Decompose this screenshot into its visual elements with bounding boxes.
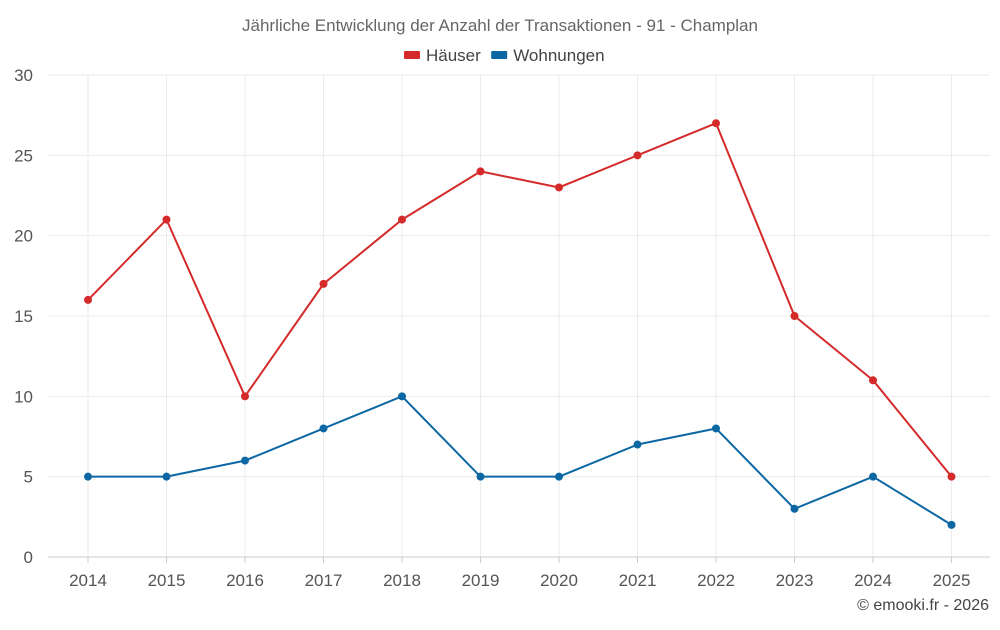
data-point bbox=[398, 392, 406, 401]
data-point bbox=[398, 215, 406, 224]
legend-swatch bbox=[491, 51, 508, 59]
data-point bbox=[162, 472, 171, 481]
data-point bbox=[947, 472, 956, 481]
y-tick-label: 20 bbox=[14, 227, 33, 246]
grid bbox=[48, 74, 990, 557]
legend-swatch bbox=[404, 51, 420, 59]
y-tick-label: 5 bbox=[24, 468, 33, 487]
x-tick-label: 2019 bbox=[462, 571, 500, 590]
chart-title: Jährliche Entwicklung der Anzahl der Tra… bbox=[242, 16, 758, 35]
data-point bbox=[712, 119, 720, 128]
series-line bbox=[87, 122, 953, 478]
credit-text: © emooki.fr - 2026 bbox=[857, 597, 989, 614]
x-tick-label: 2015 bbox=[148, 571, 186, 590]
legend-item-2: Wohnungen bbox=[491, 46, 605, 65]
legend: Häuser Wohnungen bbox=[404, 46, 605, 65]
x-tick-label: 2018 bbox=[383, 571, 421, 590]
data-point bbox=[476, 472, 485, 481]
data-point bbox=[241, 456, 249, 465]
data-point bbox=[84, 472, 92, 481]
x-tick-label: 2024 bbox=[854, 571, 892, 590]
data-point bbox=[476, 167, 485, 176]
x-tick-label: 2017 bbox=[305, 571, 343, 590]
data-point bbox=[84, 295, 92, 304]
data-point bbox=[790, 312, 799, 320]
data-point bbox=[241, 392, 249, 401]
data-point bbox=[869, 472, 877, 481]
data-point bbox=[633, 151, 642, 160]
x-tick-label: 2022 bbox=[697, 571, 735, 590]
data-point bbox=[790, 504, 799, 513]
data-point bbox=[319, 279, 328, 288]
data-point bbox=[555, 472, 563, 481]
x-tick-label: 2020 bbox=[540, 571, 578, 590]
x-tick-label: 2021 bbox=[619, 571, 657, 590]
series-group bbox=[84, 119, 956, 529]
data-point bbox=[633, 440, 642, 449]
y-tick-label: 15 bbox=[14, 307, 33, 326]
legend-label: Wohnungen bbox=[513, 46, 604, 65]
y-tick-label: 10 bbox=[14, 387, 33, 406]
x-tick-label: 2014 bbox=[69, 571, 107, 590]
y-tick-label: 25 bbox=[14, 146, 33, 165]
legend-label: Häuser bbox=[426, 46, 481, 65]
y-tick-label: 0 bbox=[24, 548, 33, 567]
series-1 bbox=[84, 119, 956, 481]
data-point bbox=[947, 520, 956, 529]
x-tick-label: 2016 bbox=[226, 571, 264, 590]
x-axis: 2014 2015 2016 2017 2018 2019 2020 2021 2022 2023… bbox=[48, 556, 990, 590]
data-point bbox=[162, 215, 171, 224]
x-tick-label: 2023 bbox=[776, 571, 814, 590]
series-2 bbox=[84, 392, 956, 529]
x-tick-label: 2025 bbox=[933, 571, 971, 590]
y-axis: 0 5 10 15 20 25 30 bbox=[14, 66, 33, 567]
data-point bbox=[712, 424, 720, 433]
legend-item-1: Häuser bbox=[404, 46, 481, 65]
data-point bbox=[319, 424, 328, 433]
series-line bbox=[88, 395, 953, 526]
data-point bbox=[555, 183, 563, 192]
y-tick-label: 30 bbox=[14, 66, 33, 85]
data-point bbox=[869, 376, 877, 385]
